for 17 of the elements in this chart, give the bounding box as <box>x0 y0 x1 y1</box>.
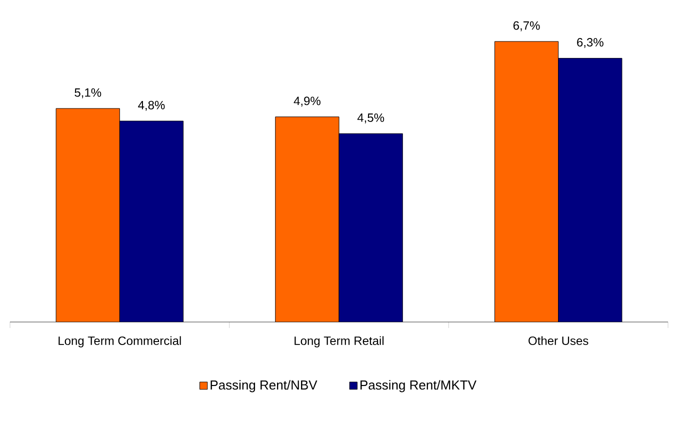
x-tick-label: Long Term Commercial <box>58 336 181 348</box>
data-label: 5,1% <box>74 88 102 98</box>
data-label: 4,5% <box>357 113 384 124</box>
bar <box>56 108 120 322</box>
data-label: 4,8% <box>138 100 165 111</box>
x-tick-label: Long Term Retail <box>294 336 384 348</box>
bar <box>558 58 622 322</box>
data-label: 6,7% <box>513 21 540 32</box>
legend-label: Passing Rent/MKTV <box>360 380 476 392</box>
data-label: 4,9% <box>294 96 320 107</box>
bar <box>120 121 184 322</box>
x-tick-label: Other Uses <box>528 336 588 346</box>
bar <box>494 41 559 322</box>
bar <box>275 116 340 322</box>
legend-label: Passing Rent/NBV <box>210 380 318 392</box>
bar <box>339 134 403 322</box>
data-label: 6,3% <box>577 38 604 48</box>
